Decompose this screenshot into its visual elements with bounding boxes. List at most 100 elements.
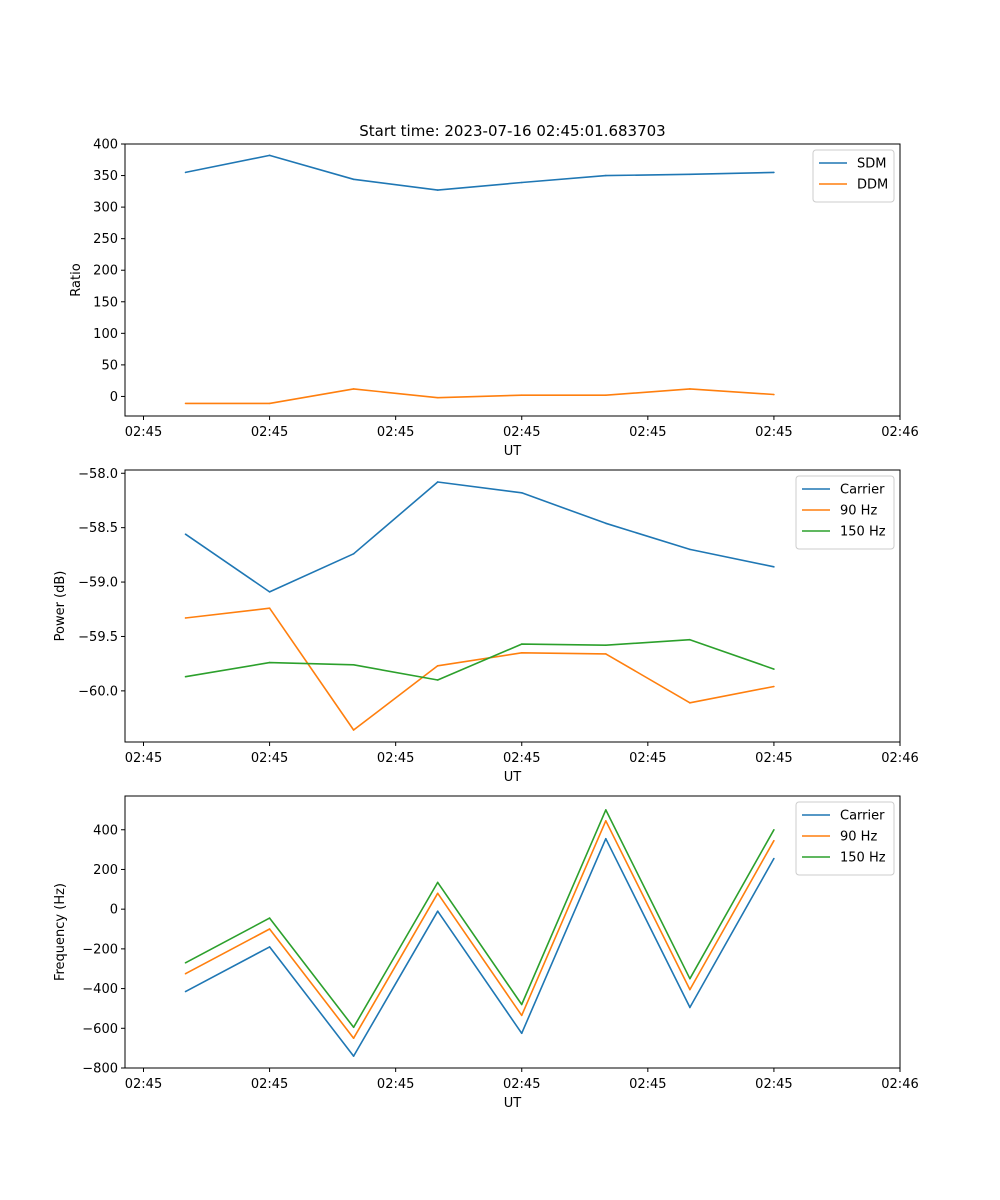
x-tick-label: 02:45 <box>629 425 666 440</box>
y-tick-label: 0 <box>110 390 118 405</box>
data-point <box>689 702 691 704</box>
data-point <box>605 522 607 525</box>
legend-entry-label: Carrier <box>840 809 885 824</box>
series-line-150-hz <box>185 809 775 1029</box>
x-tick-label: 02:45 <box>125 751 162 766</box>
x-tick-label: 02:46 <box>881 751 918 766</box>
series-line-90-hz <box>185 607 775 731</box>
data-point <box>268 154 271 157</box>
data-point <box>605 644 607 646</box>
x-tick-label: 02:45 <box>755 425 792 440</box>
data-point <box>436 189 439 191</box>
x-tick-label: 02:45 <box>251 751 288 766</box>
x-tick-label: 02:45 <box>503 751 540 766</box>
data-point <box>689 1006 691 1009</box>
x-tick-label: 02:45 <box>377 1077 414 1092</box>
data-point <box>352 1055 355 1057</box>
data-point <box>773 393 775 396</box>
y-tick-label: 200 <box>93 863 118 878</box>
data-point <box>605 837 607 840</box>
data-point <box>436 665 439 667</box>
y-tick-label: 150 <box>93 295 118 310</box>
data-point <box>184 972 187 975</box>
data-point <box>605 809 607 811</box>
axes-frame <box>124 469 901 743</box>
data-point <box>520 1032 523 1035</box>
x-tick-label: 02:45 <box>755 751 792 766</box>
data-point <box>268 402 271 405</box>
x-axis-label: UT <box>504 1096 522 1111</box>
y-tick-label: 350 <box>93 169 118 184</box>
x-tick-label: 02:45 <box>629 1077 666 1092</box>
data-point <box>268 591 271 593</box>
data-point <box>352 178 355 181</box>
y-tick-label: −400 <box>82 982 118 997</box>
data-point <box>268 928 271 930</box>
data-point <box>605 394 607 396</box>
data-point <box>352 1026 355 1029</box>
legend-entry-label: DDM <box>857 178 888 193</box>
y-tick-label: −58.0 <box>78 467 118 482</box>
y-tick-label: 250 <box>93 232 118 247</box>
y-tick-label: −59.0 <box>78 576 118 591</box>
data-point <box>436 679 439 681</box>
x-tick-label: 02:45 <box>251 425 288 440</box>
series-line-sdm <box>185 154 774 191</box>
data-point <box>436 881 439 884</box>
data-point <box>520 394 523 396</box>
legend-entry-label: 90 Hz <box>840 830 877 845</box>
y-tick-label: 400 <box>93 138 118 153</box>
y-tick-label: 50 <box>101 358 118 373</box>
y-tick-label: 0 <box>110 903 118 918</box>
panel-1: 0 50 100 150 200 250 300 350 400 02:45 02:45 02:45 0… <box>69 138 919 460</box>
y-tick-label: −59.5 <box>78 630 118 645</box>
data-point <box>436 481 439 483</box>
x-tick-label: 02:45 <box>503 425 540 440</box>
y-axis-label: Ratio <box>69 263 84 296</box>
panel-2: −60.0 −59.5 −59.0 −58.5 −58.0 02:45 02:45 02:45… <box>53 467 919 785</box>
data-point <box>689 977 691 980</box>
y-tick-label: −60.0 <box>78 684 118 699</box>
data-point <box>605 820 607 822</box>
chart-title: Start time: 2023-07-16 02:45:01.683703 <box>359 122 665 140</box>
axes-frame <box>124 143 901 417</box>
series-line-ddm <box>185 388 774 405</box>
series-line-90-hz <box>185 819 775 1039</box>
data-point <box>352 729 355 731</box>
data-point <box>184 990 187 993</box>
legend-entry-label: 90 Hz <box>840 504 877 519</box>
data-point <box>689 548 691 551</box>
data-point <box>520 492 523 494</box>
legend: SDM DDM <box>812 149 895 203</box>
series-line-carrier <box>185 481 775 593</box>
legend-entry-label: 150 Hz <box>840 851 886 866</box>
data-point <box>689 638 691 641</box>
x-tick-label: 02:45 <box>377 751 414 766</box>
data-point <box>689 388 691 390</box>
series-line-150-hz <box>185 638 775 681</box>
data-point <box>605 174 607 177</box>
data-point <box>436 892 439 895</box>
data-point <box>520 643 523 645</box>
data-point <box>689 173 691 176</box>
data-point <box>352 552 355 555</box>
data-point <box>520 181 523 184</box>
data-point <box>773 668 775 670</box>
x-axis-label: UT <box>504 770 522 785</box>
data-point <box>184 675 187 678</box>
data-point <box>184 961 187 964</box>
data-point <box>268 917 271 919</box>
data-point <box>352 1037 355 1040</box>
x-axis-label: UT <box>504 444 522 459</box>
data-point <box>520 651 523 654</box>
data-point <box>268 661 271 664</box>
y-tick-label: −200 <box>82 942 118 957</box>
y-tick-label: −800 <box>82 1062 118 1077</box>
legend: Carrier 90 Hz 150 Hz <box>795 801 895 876</box>
x-tick-label: 02:46 <box>881 425 918 440</box>
data-point <box>773 828 775 831</box>
data-point <box>184 171 187 174</box>
x-tick-label: 02:45 <box>503 1077 540 1092</box>
legend-entry-label: Carrier <box>840 483 885 498</box>
